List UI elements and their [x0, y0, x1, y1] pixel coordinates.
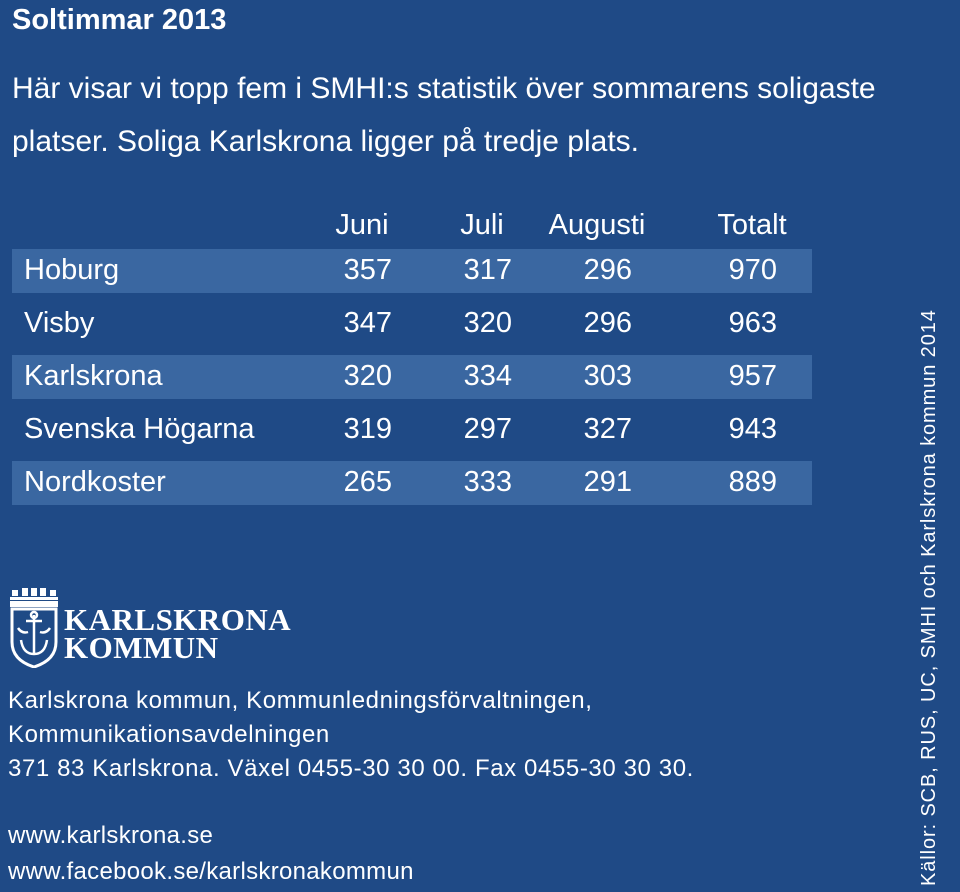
contact-line: 371 83 Karlskrona. Växel 0455-30 30 00. …: [8, 755, 694, 782]
value-juni: 357: [343, 254, 392, 286]
value-augusti: 296: [583, 254, 632, 286]
crest-logo-icon: [8, 588, 60, 673]
value-juli: 320: [463, 307, 512, 339]
value-totalt: 957: [728, 360, 777, 392]
table-row: Hoburg 357 317 296 970: [12, 249, 812, 293]
web-links: www.karlskrona.se www.facebook.se/karlsk…: [8, 818, 414, 890]
table-row: Nordkoster 265 333 291 889: [12, 461, 812, 505]
table-row: Visby 347 320 296 963: [12, 302, 812, 346]
value-juni: 265: [343, 466, 392, 498]
value-juni: 319: [343, 413, 392, 445]
contact-line: Kommunikationsavdelningen: [8, 721, 330, 748]
place-name: Svenska Högarna: [24, 413, 255, 445]
table-row: Svenska Högarna 319 297 327 943: [12, 408, 812, 452]
page-title: Soltimmar 2013: [12, 4, 227, 36]
source-credit: Källor: SCB, RUS, UC, SMHI och Karlskron…: [918, 309, 940, 886]
value-totalt: 963: [728, 307, 777, 339]
table-header: Juni Juli Augusti Totalt: [12, 197, 812, 249]
place-name: Visby: [24, 307, 95, 339]
intro-line: platser. Soliga Karlskrona ligger på tre…: [12, 125, 640, 158]
value-totalt: 943: [728, 413, 777, 445]
place-name: Karlskrona: [24, 360, 163, 392]
contact-line: Karlskrona kommun, Kommunledningsförvalt…: [8, 687, 593, 714]
value-juni: 347: [343, 307, 392, 339]
value-juli: 297: [463, 413, 512, 445]
table-row: Karlskrona 320 334 303 957: [12, 355, 812, 399]
place-name: Nordkoster: [24, 466, 166, 498]
header-juli: Juli: [460, 209, 504, 241]
value-augusti: 291: [583, 466, 632, 498]
logo-wordmark-line1: KARLSKRONA: [64, 602, 292, 637]
facebook-link[interactable]: www.facebook.se/karlskronakommun: [8, 858, 414, 885]
header-juni: Juni: [335, 209, 389, 241]
logo-wordmark-line2: KOMMUN: [64, 630, 219, 665]
value-augusti: 296: [583, 307, 632, 339]
value-augusti: 327: [583, 413, 632, 445]
value-totalt: 970: [728, 254, 777, 286]
intro-text: Här visar vi topp fem i SMHI:s statistik…: [12, 62, 912, 168]
contact-block: Karlskrona kommun, Kommunledningsförvalt…: [8, 684, 694, 786]
value-juli: 334: [463, 360, 512, 392]
value-totalt: 889: [728, 466, 777, 498]
place-name: Hoburg: [24, 254, 120, 286]
sunshine-table: Juni Juli Augusti Totalt Hoburg 357 317 …: [12, 197, 812, 514]
header-augusti: Augusti: [548, 209, 646, 241]
value-juni: 320: [343, 360, 392, 392]
value-augusti: 303: [583, 360, 632, 392]
value-juli: 333: [463, 466, 512, 498]
website-link[interactable]: www.karlskrona.se: [8, 822, 214, 849]
value-juli: 317: [463, 254, 512, 286]
intro-line: Här visar vi topp fem i SMHI:s statistik…: [12, 72, 876, 105]
header-totalt: Totalt: [717, 209, 787, 241]
